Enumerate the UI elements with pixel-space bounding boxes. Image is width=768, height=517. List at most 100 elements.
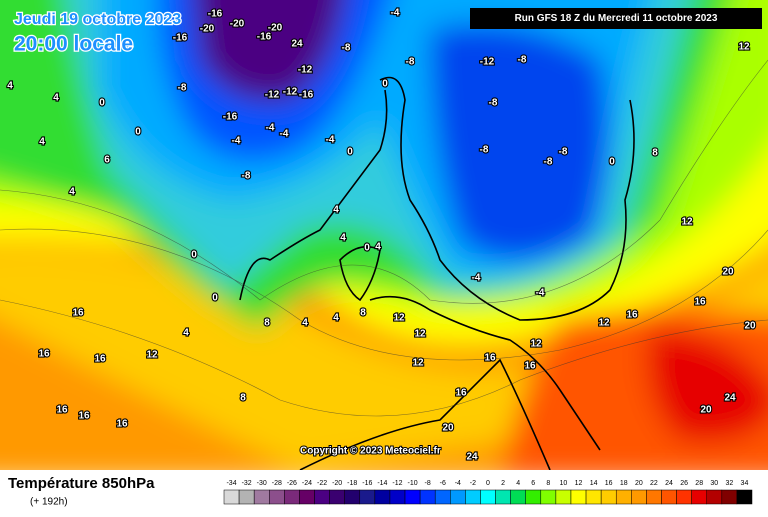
contour-label: 16 (626, 310, 638, 321)
scale-label: -6 (440, 480, 446, 487)
scale-swatch (570, 489, 587, 505)
contour-label: 8 (240, 393, 246, 404)
scale-label: -2 (470, 480, 476, 487)
contour-label: 4 (333, 205, 339, 216)
scale-label: -26 (287, 480, 297, 487)
scale-swatch (299, 489, 315, 505)
forecast-date: Jeudi 19 octobre 2023 (14, 11, 181, 28)
scale-swatch (419, 489, 436, 505)
scale-label: -30 (257, 480, 267, 487)
contour-label: 16 (94, 354, 106, 365)
scale-swatch (721, 489, 738, 505)
scale-swatch (525, 489, 542, 505)
legend-title: Température 850hPa (8, 475, 155, 492)
contour-label: 12 (393, 313, 405, 324)
scale-label: 8 (546, 480, 550, 487)
contour-label: 6 (104, 155, 110, 166)
scale-swatch (389, 489, 406, 505)
contour-label: -8 (480, 145, 489, 156)
contour-label: 12 (414, 329, 426, 340)
scale-swatch (374, 489, 391, 505)
contour-label: 0 (609, 157, 615, 168)
scale-swatch (540, 489, 557, 505)
contour-label: 16 (56, 405, 68, 416)
scale-label: -20 (332, 480, 342, 487)
contour-label: 20 (722, 267, 734, 278)
scale-label: 12 (575, 480, 583, 487)
contour-label: 8 (264, 318, 270, 329)
contour-label: -8 (342, 43, 351, 54)
forecast-time: 20:00 locale (14, 33, 133, 56)
contour-label: 16 (694, 297, 706, 308)
contour-label: -16 (299, 90, 314, 101)
scale-label: -32 (242, 480, 252, 487)
legend-subtitle: (+ 192h) (30, 497, 68, 508)
contour-label: -16 (223, 112, 238, 123)
contour-label: 4 (333, 313, 339, 324)
scale-label: -8 (425, 480, 431, 487)
scale-swatch (615, 489, 632, 505)
contour-label: -4 (472, 273, 481, 284)
scale-label: 22 (650, 480, 658, 487)
contour-label: -16 (173, 33, 188, 44)
contour-label: 20 (442, 423, 454, 434)
scale-label: 4 (516, 480, 520, 487)
contour-label: -8 (489, 98, 498, 109)
contour-label: -20 (200, 24, 215, 35)
contour-label: 4 (302, 318, 308, 329)
contour-label: 12 (146, 350, 158, 361)
copyright: Copyright © 2023 Meteociel.fr (300, 446, 441, 457)
scale-swatch (736, 489, 753, 505)
contour-label: 16 (38, 349, 50, 360)
contour-label: 24 (724, 393, 736, 404)
contour-label: 24 (466, 452, 478, 463)
scale-swatch (706, 489, 723, 505)
contour-label: 0 (212, 293, 218, 304)
contour-label: 12 (530, 339, 542, 350)
scale-swatch (223, 489, 240, 505)
scale-swatch (510, 489, 526, 505)
contour-label: -4 (266, 123, 275, 134)
contour-label: 12 (738, 42, 750, 53)
contour-label: 0 (382, 79, 388, 90)
contour-label: 16 (455, 388, 467, 399)
scale-label: -24 (302, 480, 312, 487)
scale-swatch (555, 489, 572, 505)
scale-label: 32 (725, 480, 733, 487)
contour-label: 8 (652, 148, 658, 159)
scale-label: -4 (455, 480, 461, 487)
scale-swatch (480, 489, 496, 505)
contour-label: 4 (375, 242, 381, 253)
scale-swatch (344, 489, 361, 505)
contour-label: 4 (53, 93, 59, 104)
contour-label: 0 (364, 243, 370, 254)
contour-label: 4 (39, 137, 45, 148)
contour-label: 4 (69, 187, 75, 198)
contour-label: 20 (700, 405, 712, 416)
scale-label: -16 (362, 480, 372, 487)
scale-label: 30 (710, 480, 718, 487)
scale-label: 2 (501, 480, 505, 487)
contour-label: 12 (681, 217, 693, 228)
scale-label: 16 (605, 480, 613, 487)
scale-label: -14 (377, 480, 387, 487)
contour-label: -8 (178, 83, 187, 94)
contour-label: -4 (326, 135, 335, 146)
scale-swatch (329, 489, 345, 505)
contour-label: -4 (536, 288, 545, 299)
run-info: Run GFS 18 Z du Mercredi 11 octobre 2023 (515, 13, 718, 24)
contour-label: 20 (744, 321, 756, 332)
scale-swatch (238, 489, 255, 505)
scale-swatch (631, 489, 647, 505)
contour-label: -8 (242, 171, 251, 182)
scale-label: 28 (695, 480, 703, 487)
scale-swatch (676, 489, 692, 505)
scale-label: 24 (665, 480, 673, 487)
run-box (470, 8, 762, 29)
contour-label: 8 (360, 308, 366, 319)
scale-swatch (434, 489, 451, 505)
scale-label: -34 (226, 480, 236, 487)
contour-label: 4 (340, 233, 346, 244)
contour-label: -12 (265, 90, 280, 101)
